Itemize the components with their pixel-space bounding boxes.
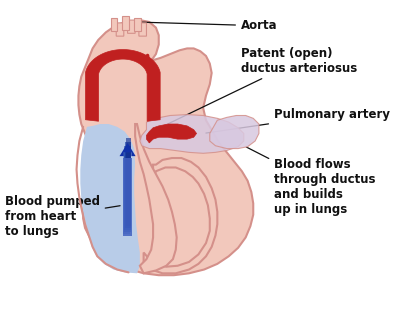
- Polygon shape: [106, 65, 139, 111]
- Text: Blood pumped
from heart
to lungs: Blood pumped from heart to lungs: [5, 195, 120, 238]
- FancyBboxPatch shape: [116, 23, 124, 36]
- Polygon shape: [135, 124, 176, 273]
- FancyArrow shape: [124, 146, 130, 230]
- Bar: [134, 18, 140, 31]
- Polygon shape: [85, 49, 160, 121]
- FancyBboxPatch shape: [139, 23, 146, 36]
- FancyArrow shape: [126, 138, 131, 226]
- Bar: [121, 16, 128, 29]
- Bar: [110, 18, 117, 31]
- FancyArrow shape: [123, 158, 132, 236]
- Polygon shape: [80, 124, 139, 273]
- Text: Patent (open)
ductus arteriosus: Patent (open) ductus arteriosus: [158, 47, 356, 128]
- Polygon shape: [139, 114, 243, 153]
- Polygon shape: [209, 115, 258, 149]
- FancyArrow shape: [123, 153, 130, 234]
- Polygon shape: [143, 158, 217, 273]
- Polygon shape: [78, 20, 253, 275]
- FancyArrow shape: [125, 142, 131, 228]
- Text: Aorta: Aorta: [137, 19, 277, 32]
- FancyBboxPatch shape: [127, 20, 135, 33]
- Text: Pulmonary artery: Pulmonary artery: [205, 108, 389, 133]
- FancyArrow shape: [123, 150, 130, 232]
- Text: Blood flows
through ductus
and builds
up in lungs: Blood flows through ductus and builds up…: [246, 147, 375, 216]
- Polygon shape: [146, 124, 196, 143]
- FancyArrow shape: [119, 143, 135, 156]
